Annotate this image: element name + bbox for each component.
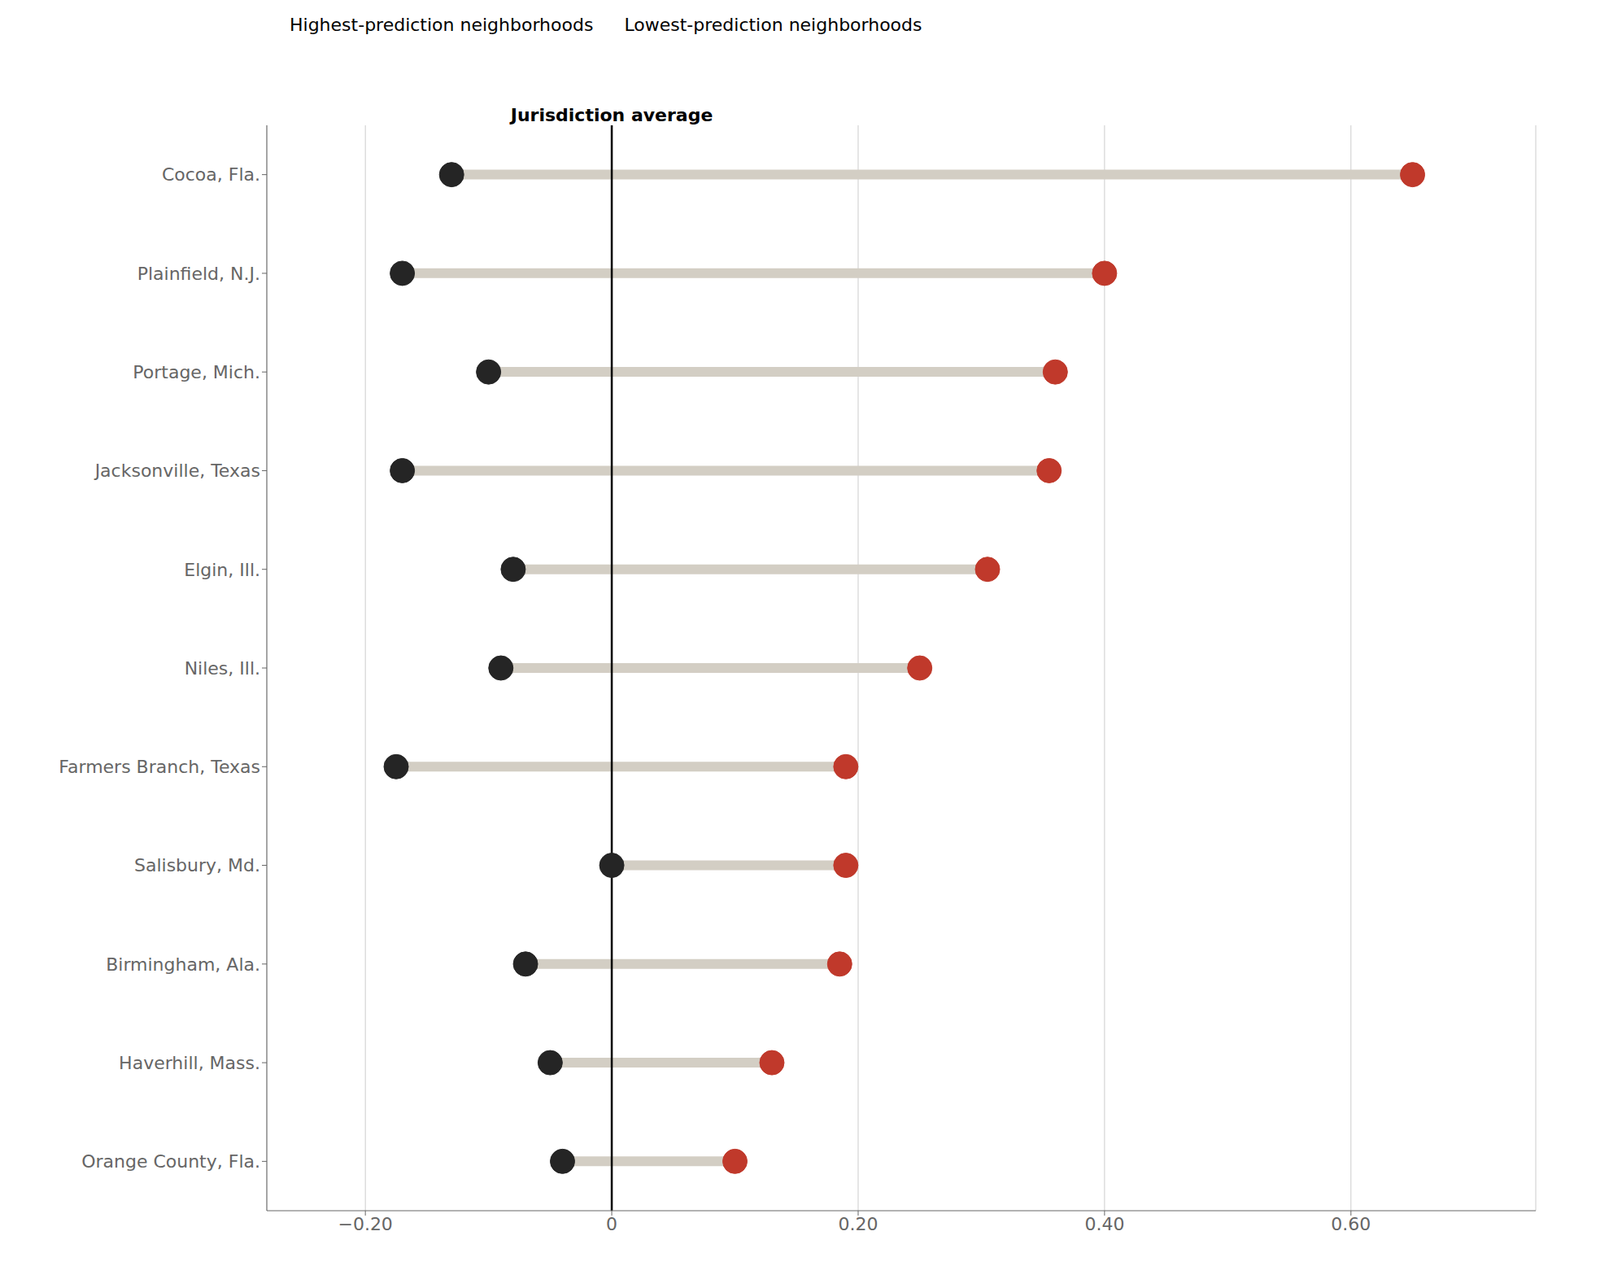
svg-text:0.60: 0.60 bbox=[1330, 1213, 1371, 1234]
svg-text:0: 0 bbox=[605, 1213, 618, 1234]
svg-text:Orange County, Fla.: Orange County, Fla. bbox=[81, 1150, 261, 1172]
svg-text:0.40: 0.40 bbox=[1084, 1213, 1125, 1234]
svg-text:Portage, Mich.: Portage, Mich. bbox=[132, 361, 261, 383]
svg-text:Plainfield, N.J.: Plainfield, N.J. bbox=[137, 263, 261, 284]
svg-text:Haverhill, Mass.: Haverhill, Mass. bbox=[118, 1052, 261, 1073]
html-text:Highest-prediction neighborhoo: Highest-prediction neighborhoods bbox=[289, 14, 594, 35]
svg-text:Elgin, Ill.: Elgin, Ill. bbox=[183, 559, 261, 580]
svg-text:Jurisdiction average: Jurisdiction average bbox=[509, 104, 714, 126]
svg-text:Farmers Branch, Texas: Farmers Branch, Texas bbox=[58, 756, 261, 777]
html-text:Lowest-prediction neighborhood: Lowest-prediction neighborhoods bbox=[624, 14, 923, 35]
svg-text:Jacksonville, Texas: Jacksonville, Texas bbox=[93, 460, 261, 481]
svg-text:0.20: 0.20 bbox=[837, 1213, 878, 1234]
svg-text:Salisbury, Md.: Salisbury, Md. bbox=[134, 854, 261, 876]
svg-text:Niles, Ill.: Niles, Ill. bbox=[184, 658, 261, 679]
svg-text:Birmingham, Ala.: Birmingham, Ala. bbox=[105, 954, 261, 975]
svg-text:−0.20: −0.20 bbox=[337, 1213, 393, 1234]
svg-text:Cocoa, Fla.: Cocoa, Fla. bbox=[161, 164, 261, 185]
